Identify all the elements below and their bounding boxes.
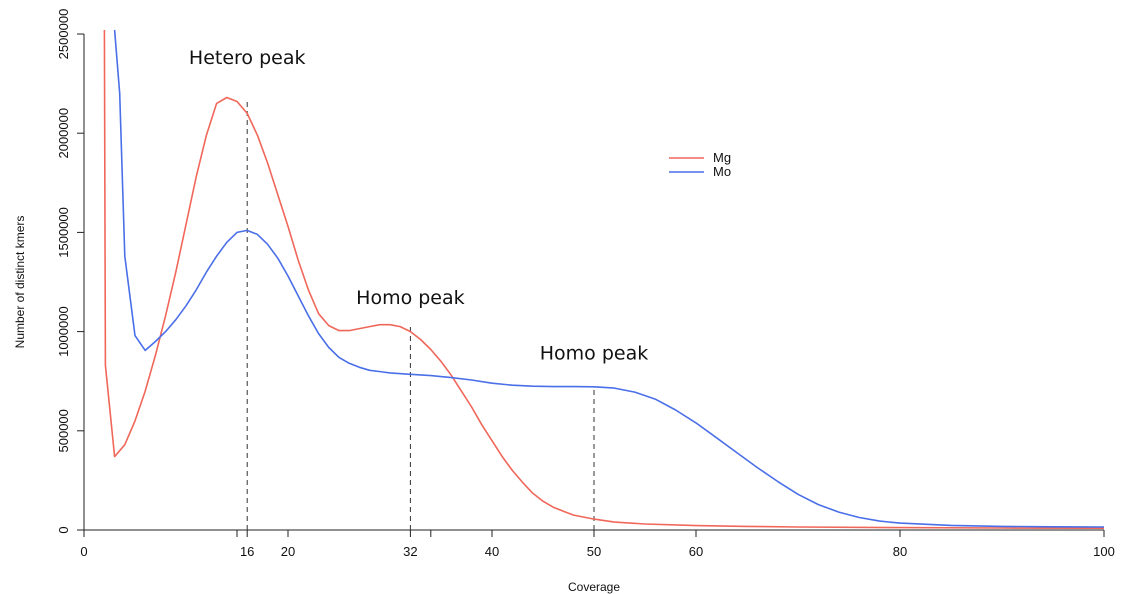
y-tick-label: 0	[56, 526, 71, 533]
peak-annotation-label: Homo peak	[356, 287, 464, 309]
x-tick-label: 80	[893, 544, 907, 559]
x-tick-label: 0	[80, 544, 87, 559]
peak-annotation-label: Homo peak	[540, 342, 648, 364]
y-axis-title: Number of distinct kmers	[13, 216, 27, 349]
peak-annotations: Hetero peak Homo peak Homo peak	[189, 47, 648, 365]
peak-reference-lines	[246, 101, 595, 530]
y-tick-label: 1000000	[56, 306, 71, 357]
x-tick-label: 20	[281, 544, 295, 559]
plot-area: 0 16 20 32 40 50 60 80 100 0 500000 1000000 1500000…	[56, 9, 1115, 559]
y-tick-label: 2000000	[56, 108, 71, 159]
x-tick-label: 32	[403, 544, 417, 559]
x-tick-label: 60	[689, 544, 703, 559]
y-tick-label: 2500000	[56, 9, 71, 60]
peak-annotation-label: Hetero peak	[189, 47, 306, 69]
y-tick-label: 1500000	[56, 207, 71, 258]
y-axis-ticks: 0 500000 1000000 1500000 2000000 2500000	[56, 9, 84, 534]
legend-label-mo: Mo	[713, 164, 731, 179]
legend-label-mg: Mg	[713, 150, 731, 165]
y-tick-label: 500000	[56, 409, 71, 452]
x-tick-label: 40	[485, 544, 499, 559]
x-tick-label: 100	[1093, 544, 1115, 559]
x-tick-label: 16	[240, 544, 254, 559]
legend: Mg Mo	[669, 150, 731, 179]
x-axis-ticks: 0 16 20 32 40 50 60 80 100	[80, 530, 1115, 559]
x-tick-label: 50	[587, 544, 601, 559]
x-axis-title: Coverage	[568, 580, 620, 594]
series-line-mo	[113, 29, 1105, 528]
series-layer	[103, 29, 1105, 529]
series-line-mg	[103, 29, 1105, 529]
